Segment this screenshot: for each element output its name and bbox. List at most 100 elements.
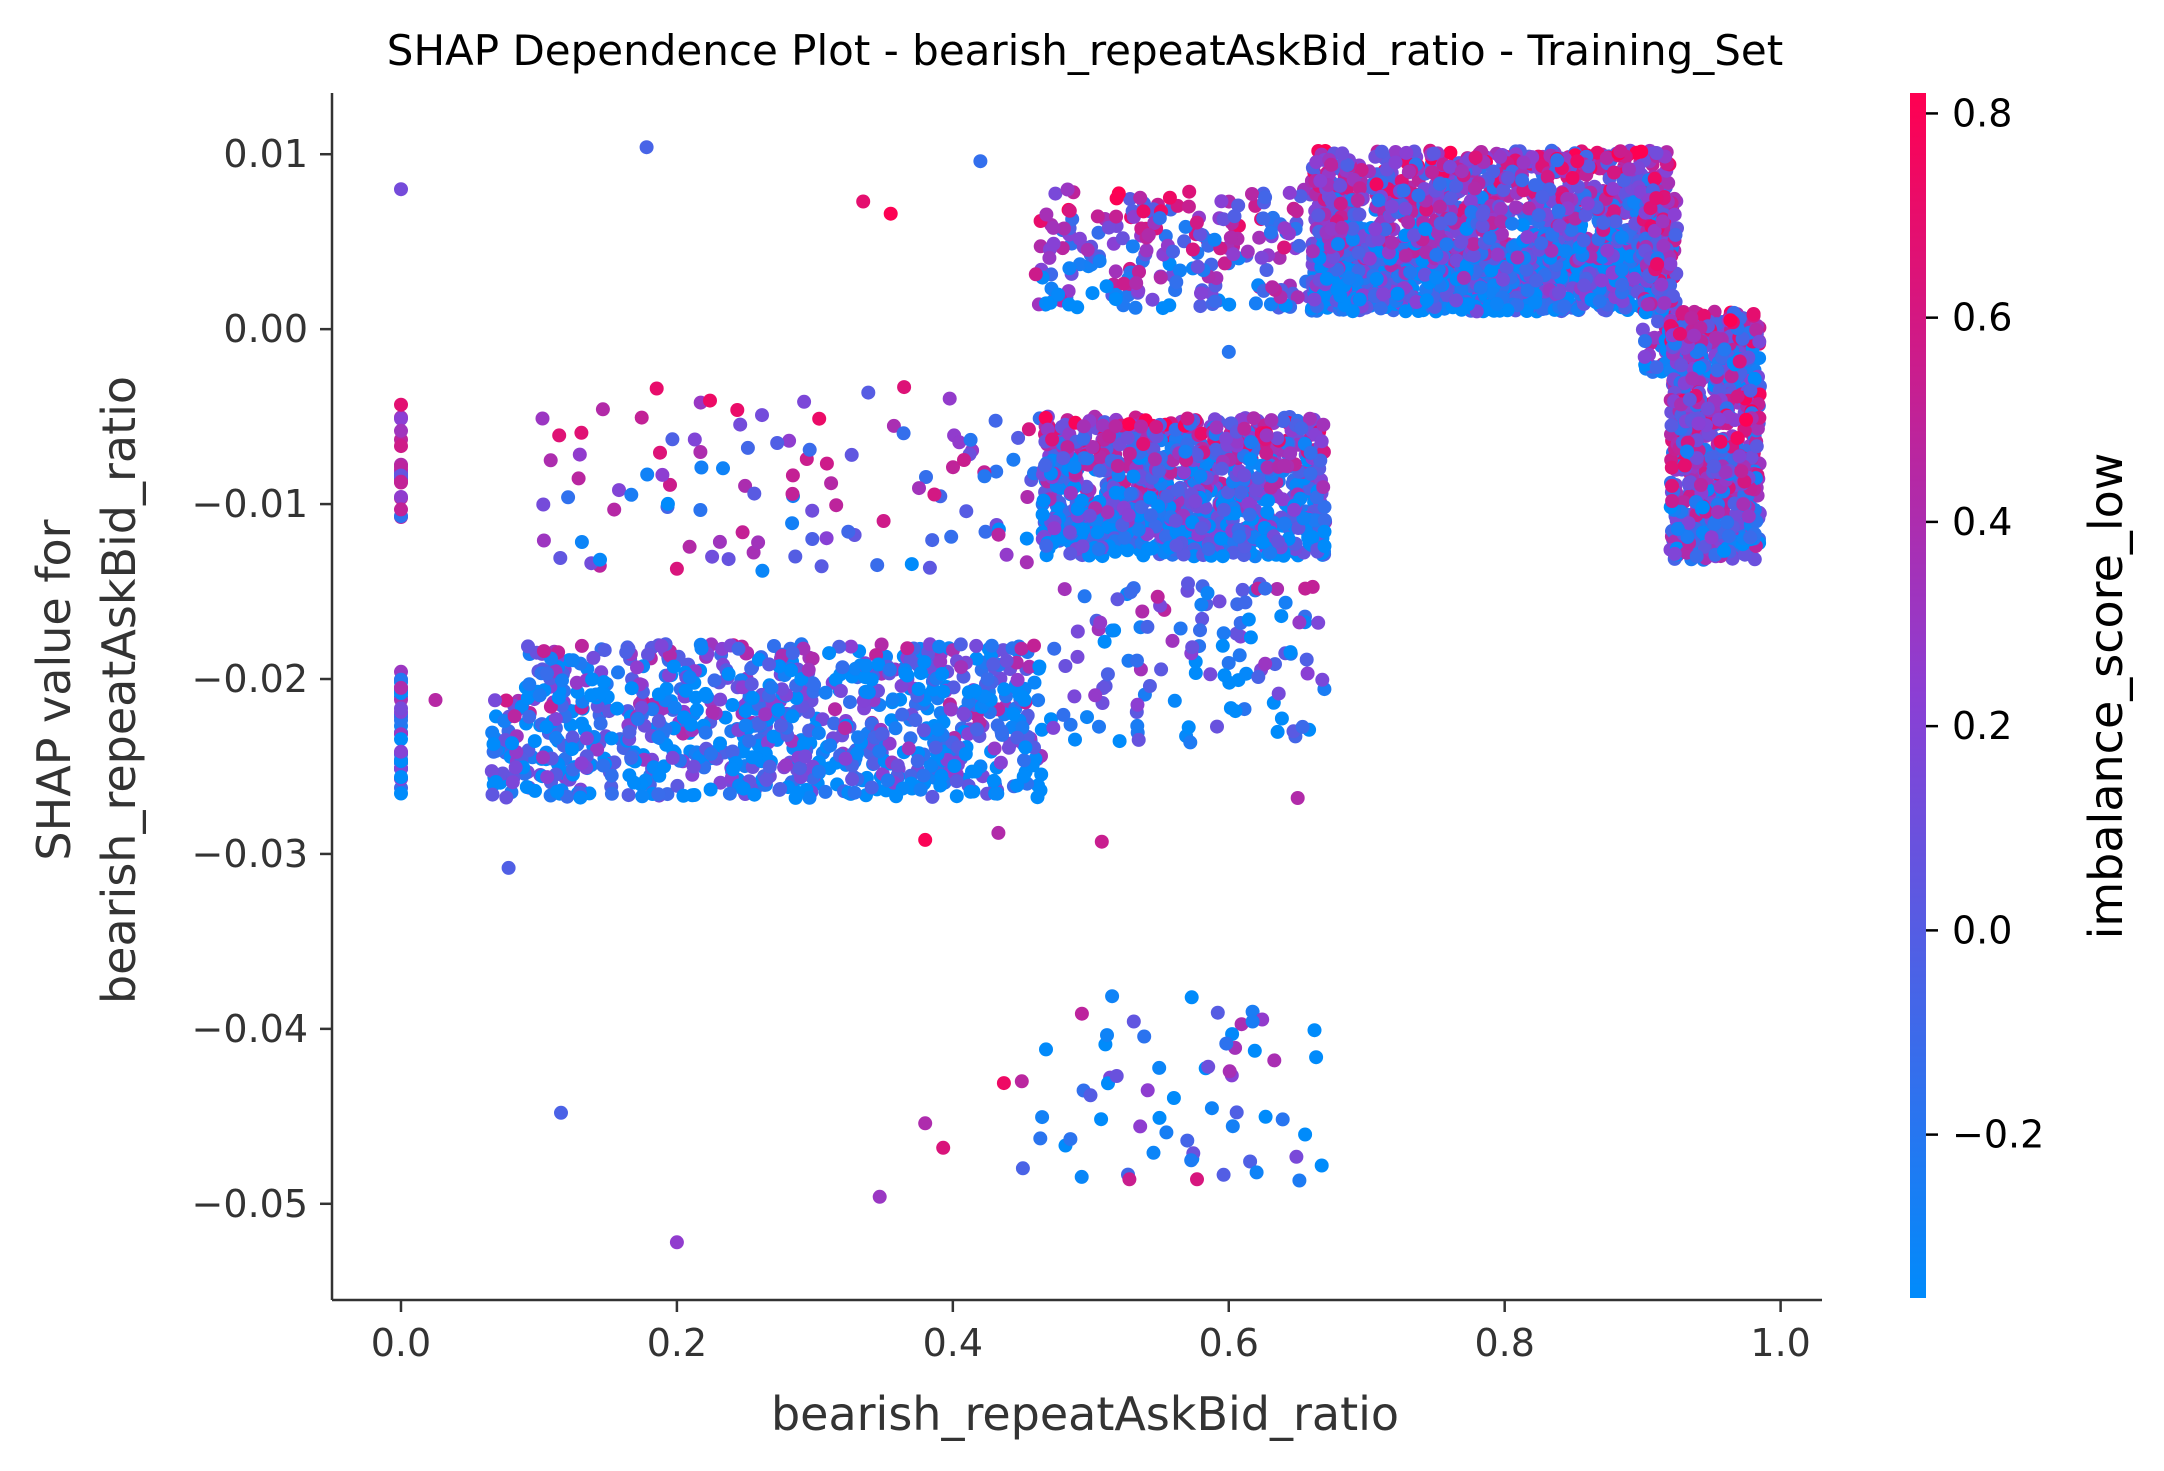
scatter-point bbox=[1130, 697, 1145, 712]
scatter-point bbox=[527, 734, 542, 749]
scatter-point bbox=[805, 651, 820, 666]
scatter-point bbox=[1209, 420, 1224, 435]
scatter-point bbox=[1647, 171, 1662, 186]
scatter-point bbox=[1017, 753, 1031, 768]
scatter-point bbox=[713, 775, 728, 790]
scatter-point bbox=[1232, 648, 1247, 663]
scatter-point bbox=[1352, 181, 1367, 196]
scatter-point bbox=[1240, 244, 1255, 259]
scatter-point bbox=[1508, 200, 1523, 215]
scatter-point bbox=[1238, 595, 1253, 610]
scatter-point bbox=[1201, 542, 1216, 557]
scatter-point bbox=[1020, 490, 1035, 504]
scatter-point bbox=[1627, 271, 1642, 286]
scatter-point bbox=[755, 408, 769, 423]
scatter-point bbox=[574, 638, 589, 653]
scatter-point bbox=[1177, 234, 1192, 249]
scatter-point bbox=[665, 432, 680, 447]
scatter-point bbox=[1637, 349, 1652, 364]
scatter-point bbox=[1696, 308, 1711, 323]
scatter-point bbox=[1203, 667, 1218, 682]
scatter-point bbox=[596, 675, 611, 690]
scatter-point bbox=[1656, 238, 1671, 253]
scatter-point bbox=[1263, 297, 1278, 312]
scatter-point bbox=[882, 662, 897, 677]
scatter-point bbox=[1131, 732, 1146, 747]
scatter-point bbox=[828, 702, 842, 717]
scatter-point bbox=[1271, 686, 1286, 701]
scatter-point bbox=[1149, 420, 1164, 434]
scatter-point bbox=[1260, 505, 1275, 520]
scatter-point bbox=[916, 723, 931, 738]
scatter-point bbox=[1260, 460, 1275, 475]
scatter-point bbox=[1245, 187, 1259, 201]
scatter-point bbox=[1613, 144, 1628, 159]
scatter-point bbox=[833, 684, 848, 698]
scatter-point bbox=[1263, 545, 1278, 560]
scatter-point bbox=[1516, 155, 1531, 170]
scatter-point bbox=[1384, 235, 1399, 250]
scatter-point bbox=[1129, 276, 1144, 291]
scatter-point bbox=[1373, 301, 1388, 316]
scatter-point bbox=[1396, 183, 1411, 198]
scatter-point bbox=[1194, 521, 1209, 536]
scatter-point bbox=[1493, 149, 1508, 164]
scatter-point bbox=[1429, 270, 1444, 285]
scatter-point bbox=[986, 657, 1001, 672]
scatter-point bbox=[1011, 430, 1026, 445]
scatter-point bbox=[963, 432, 978, 447]
scatter-point bbox=[561, 490, 576, 505]
scatter-point bbox=[684, 717, 698, 732]
scatter-point bbox=[1290, 290, 1305, 305]
scatter-point bbox=[1300, 666, 1315, 681]
scatter-point bbox=[394, 502, 408, 517]
scatter-point bbox=[1340, 158, 1355, 173]
scatter-point bbox=[959, 504, 974, 519]
scatter-point bbox=[1464, 205, 1479, 219]
scatter-point bbox=[745, 690, 760, 705]
scatter-point bbox=[1151, 464, 1166, 479]
scatter-point bbox=[1429, 247, 1444, 262]
scatter-point bbox=[894, 678, 909, 693]
scatter-point bbox=[889, 789, 904, 804]
scatter-point bbox=[507, 709, 522, 724]
scatter-point bbox=[1655, 214, 1670, 229]
scatter-point bbox=[549, 731, 563, 745]
scatter-point bbox=[566, 653, 580, 668]
scatter-point bbox=[1039, 207, 1054, 222]
scatter-point bbox=[1046, 220, 1061, 235]
scatter-point bbox=[621, 788, 636, 803]
scatter-point bbox=[540, 770, 555, 785]
scatter-point bbox=[1443, 211, 1458, 226]
scatter-point bbox=[1108, 264, 1123, 279]
scatter-point bbox=[987, 741, 1002, 756]
scatter-point bbox=[622, 725, 637, 739]
scatter-point bbox=[1454, 164, 1469, 179]
scatter-point bbox=[1614, 262, 1629, 277]
scatter-point bbox=[1399, 145, 1414, 160]
scatter-point bbox=[1692, 360, 1707, 375]
scatter-point bbox=[1376, 287, 1391, 302]
scatter-point bbox=[1227, 209, 1242, 224]
scatter-point bbox=[1654, 277, 1669, 292]
scatter-point bbox=[1324, 221, 1339, 236]
scatter-point bbox=[686, 759, 701, 774]
scatter-point bbox=[550, 784, 565, 799]
scatter-point bbox=[1120, 430, 1135, 445]
scatter-point bbox=[488, 775, 503, 789]
scatter-point bbox=[553, 551, 568, 565]
scatter-point bbox=[832, 639, 847, 654]
scatter-point bbox=[394, 474, 408, 489]
scatter-point bbox=[712, 534, 727, 549]
scatter-point bbox=[705, 705, 720, 720]
scatter-point bbox=[824, 476, 839, 491]
scatter-point bbox=[593, 552, 607, 567]
scatter-point bbox=[571, 471, 586, 486]
scatter-point bbox=[861, 685, 876, 700]
scatter-point bbox=[1309, 155, 1324, 170]
scatter-point bbox=[880, 773, 895, 788]
scatter-point bbox=[1552, 285, 1566, 300]
scatter-point bbox=[574, 756, 589, 771]
scatter-point bbox=[1035, 507, 1050, 522]
scatter-point bbox=[779, 758, 793, 773]
